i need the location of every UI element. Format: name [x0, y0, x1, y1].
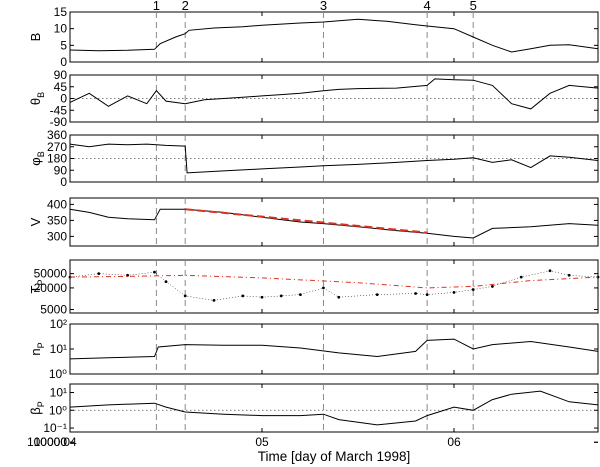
y-tick-label: 0	[60, 92, 67, 106]
y-tick-label: 180	[47, 152, 67, 166]
panels-layer: 051015B-90-4504590θB090180270360φB300350…	[27, 5, 600, 449]
y-axis-label: θB	[28, 92, 46, 105]
event-markers: 1 2 3 4 5	[153, 0, 477, 13]
data-point	[279, 294, 283, 298]
event-label-4: 4	[424, 0, 431, 13]
y-tick-label: 90	[54, 163, 68, 177]
y-axis-label: φB	[28, 151, 46, 165]
data-point-trace	[69, 270, 599, 301]
panel-frame	[69, 197, 599, 247]
y-tick-label: 10⁰	[49, 367, 67, 381]
y-tick-label: 100000	[27, 435, 67, 449]
series-theta-0	[69, 78, 599, 110]
data-point	[491, 285, 494, 288]
data-point	[375, 293, 379, 297]
panel-V: 300 350 400 V	[28, 197, 599, 247]
y-tick-label: 90	[54, 68, 68, 82]
data-point	[425, 293, 429, 297]
y-tick-label: -90	[50, 115, 68, 129]
y-tick-label: 20000	[34, 281, 68, 295]
panel-frame	[69, 259, 599, 314]
data-point	[337, 295, 341, 299]
y-tick-label: 15	[54, 5, 68, 19]
y-tick-label: 10¹	[50, 342, 67, 356]
y-axis-label: B	[28, 33, 43, 42]
y-tick-label: 10	[54, 22, 68, 36]
data-point	[519, 275, 523, 279]
series-V-0	[69, 208, 599, 239]
y-tick-label: 360	[47, 128, 67, 142]
series-B-0	[69, 18, 599, 53]
x-tick-label: 04	[63, 435, 77, 449]
event-label-2: 2	[182, 0, 189, 13]
panel-frame	[69, 383, 599, 433]
y-tick-label: 0	[60, 175, 67, 189]
panel-beta: 10⁻¹ 10⁰ 10¹ βP	[28, 383, 599, 435]
series-V-1	[185, 208, 428, 234]
y-tick-label: 5	[60, 38, 67, 52]
y-tick-label: 10⁰	[49, 403, 67, 417]
y-tick-label: 10²	[50, 317, 67, 331]
y-tick-label: 10000	[34, 435, 68, 449]
x-axis-label: Time [day of March 1998]	[258, 449, 411, 464]
y-axis-label: TP	[28, 280, 46, 294]
y-tick-label: 0	[60, 55, 67, 69]
y-tick-label: 350	[47, 213, 67, 227]
y-tick-label: 50000	[34, 267, 68, 281]
panel-B: 0 5 10 15 B	[28, 5, 599, 69]
data-point	[241, 294, 245, 298]
y-tick-label: 270	[47, 140, 67, 154]
data-point	[299, 293, 302, 297]
data-point	[471, 288, 475, 291]
y-tick-label: -45	[50, 103, 68, 117]
y-tick-label: 10⁻¹	[43, 421, 67, 435]
y-axis-label: V	[28, 217, 43, 226]
series-np-0	[69, 338, 599, 360]
data-point	[97, 272, 101, 276]
event-label-3: 3	[320, 0, 327, 13]
data-point	[212, 298, 216, 302]
data-point	[68, 275, 72, 279]
y-axis-label: nP	[28, 342, 46, 355]
event-label-5: 5	[470, 0, 477, 13]
panel-frame	[69, 323, 599, 375]
event-label-1: 1	[153, 0, 160, 13]
data-point	[414, 292, 417, 295]
y-tick-label: 300	[47, 229, 67, 243]
series-phi-0	[69, 143, 599, 174]
data-point	[452, 291, 456, 294]
series-Tp-1	[69, 274, 599, 289]
series-Tp-0	[68, 269, 600, 302]
data-point	[322, 286, 325, 290]
y-tick-label: 45	[54, 80, 68, 94]
panel-frame	[69, 11, 599, 63]
x-tick-label: 06	[447, 435, 461, 449]
x-axis: 04 05 06	[63, 435, 461, 449]
y-tick-label: 400	[47, 197, 67, 211]
y-tick-label: 10¹	[50, 385, 67, 399]
series-beta-0	[69, 390, 599, 426]
x-tick-label: 05	[255, 435, 269, 449]
y-axis-label: βP	[28, 401, 46, 415]
panel-np: 10⁰ 10¹ 10² nP	[28, 317, 599, 381]
data-point	[567, 273, 571, 277]
y-tick-label: 5000	[40, 303, 67, 317]
